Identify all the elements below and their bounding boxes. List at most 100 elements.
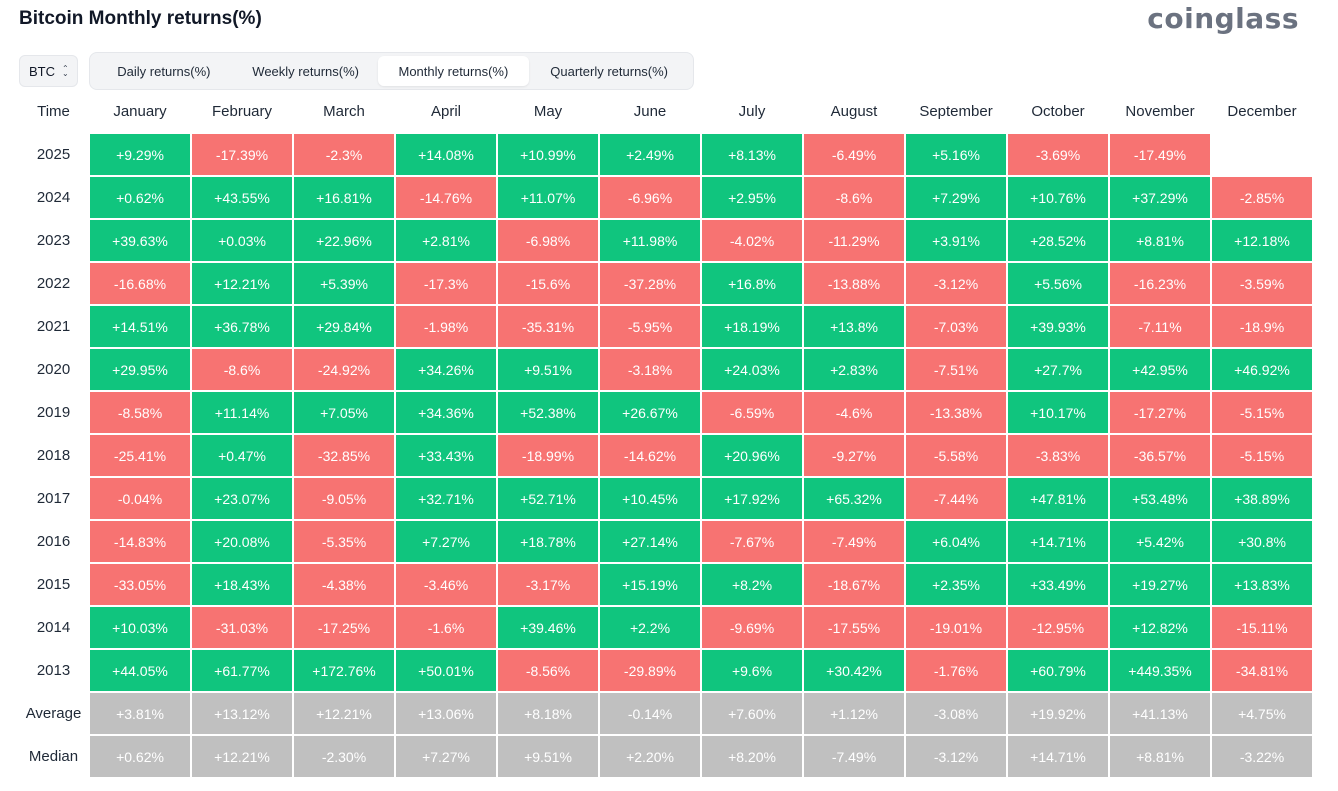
return-cell: +22.96% <box>294 220 394 261</box>
return-cell: +28.52% <box>1008 220 1108 261</box>
return-cell: -7.11% <box>1110 306 1210 347</box>
return-cell: -4.38% <box>294 564 394 605</box>
return-cell: +19.27% <box>1110 564 1210 605</box>
tab-weekly-returns[interactable]: Weekly returns(%) <box>252 63 359 79</box>
return-cell: -18.9% <box>1212 306 1312 347</box>
return-cell: -15.11% <box>1212 607 1312 648</box>
row-label-2020: 2020 <box>36 361 71 378</box>
return-cell: +0.47% <box>192 435 292 476</box>
return-cell: -14.76% <box>396 177 496 218</box>
summary-cell: +3.81% <box>90 693 190 734</box>
return-cell: +2.83% <box>804 349 904 390</box>
return-cell: +33.43% <box>396 435 496 476</box>
return-cell: -6.98% <box>498 220 598 261</box>
brand-logo: coinglass <box>1147 2 1299 35</box>
return-cell: +172.76% <box>294 650 394 691</box>
return-cell: +20.08% <box>192 521 292 562</box>
return-cell: -17.39% <box>192 134 292 175</box>
return-cell: +34.36% <box>396 392 496 433</box>
return-cell: -11.29% <box>804 220 904 261</box>
return-cell: +27.14% <box>600 521 700 562</box>
summary-cell: -3.22% <box>1212 736 1312 777</box>
month-header-june: June <box>633 103 667 120</box>
return-cell: -1.76% <box>906 650 1006 691</box>
return-cell: -17.25% <box>294 607 394 648</box>
return-cell: -17.55% <box>804 607 904 648</box>
row-label-median: Median <box>28 748 79 765</box>
return-cell: -34.81% <box>1212 650 1312 691</box>
time-header: Time <box>37 103 70 120</box>
return-cell: -5.95% <box>600 306 700 347</box>
return-cell: +18.19% <box>702 306 802 347</box>
asset-select[interactable]: BTC ⌃ ⌄ <box>19 55 78 87</box>
summary-cell: +4.75% <box>1212 693 1312 734</box>
return-cell: -6.49% <box>804 134 904 175</box>
return-cell: -9.27% <box>804 435 904 476</box>
row-label-2024: 2024 <box>36 189 71 206</box>
return-cell: -5.15% <box>1212 435 1312 476</box>
return-cell: -33.05% <box>90 564 190 605</box>
return-cell: +52.71% <box>498 478 598 519</box>
summary-cell: +13.06% <box>396 693 496 734</box>
return-cell: -12.95% <box>1008 607 1108 648</box>
month-header-october: October <box>1031 103 1085 120</box>
summary-cell: -7.49% <box>804 736 904 777</box>
return-cell: -8.58% <box>90 392 190 433</box>
return-cell: +47.81% <box>1008 478 1108 519</box>
summary-cell: +13.12% <box>192 693 292 734</box>
return-cell: -18.67% <box>804 564 904 605</box>
return-cell: -17.3% <box>396 263 496 304</box>
return-cell: -36.57% <box>1110 435 1210 476</box>
summary-cell: -3.08% <box>906 693 1006 734</box>
tab-monthly-returns[interactable]: Monthly returns(%) <box>377 56 530 86</box>
row-label-2021: 2021 <box>36 318 71 335</box>
summary-cell: +7.27% <box>396 736 496 777</box>
return-cell: +10.76% <box>1008 177 1108 218</box>
return-cell: -25.41% <box>90 435 190 476</box>
asset-select-value: BTC <box>29 63 55 79</box>
return-cell: +17.92% <box>702 478 802 519</box>
return-cell: +0.03% <box>192 220 292 261</box>
return-cell: +7.05% <box>294 392 394 433</box>
return-cell: +2.2% <box>600 607 700 648</box>
return-cell: -0.04% <box>90 478 190 519</box>
return-cell: +50.01% <box>396 650 496 691</box>
return-cell: -3.83% <box>1008 435 1108 476</box>
return-cell: +6.04% <box>906 521 1006 562</box>
return-cell: -8.56% <box>498 650 598 691</box>
return-cell: +5.42% <box>1110 521 1210 562</box>
return-cell: +9.29% <box>90 134 190 175</box>
row-label-average: Average <box>25 705 82 722</box>
return-cell: +11.07% <box>498 177 598 218</box>
return-cell: +43.55% <box>192 177 292 218</box>
return-cell: -2.3% <box>294 134 394 175</box>
summary-cell: +8.20% <box>702 736 802 777</box>
tab-daily-returns[interactable]: Daily returns(%) <box>117 63 211 79</box>
return-cell: +11.98% <box>600 220 700 261</box>
return-cell: +9.6% <box>702 650 802 691</box>
month-header-february: February <box>211 103 273 120</box>
return-cell: +2.49% <box>600 134 700 175</box>
return-cell: +34.26% <box>396 349 496 390</box>
return-cell: +29.95% <box>90 349 190 390</box>
return-cell: +61.77% <box>192 650 292 691</box>
return-cell: +12.18% <box>1212 220 1312 261</box>
return-cell: +10.99% <box>498 134 598 175</box>
row-label-2025: 2025 <box>36 146 71 163</box>
return-cell: +14.71% <box>1008 521 1108 562</box>
summary-cell: +8.18% <box>498 693 598 734</box>
return-cell: +10.03% <box>90 607 190 648</box>
return-cell: -29.89% <box>600 650 700 691</box>
tab-quarterly-returns[interactable]: Quarterly returns(%) <box>550 63 669 79</box>
return-cell: +16.81% <box>294 177 394 218</box>
return-cell: +449.35% <box>1110 650 1210 691</box>
updown-chevron-icon: ⌃ ⌄ <box>62 64 69 78</box>
return-cell: -24.92% <box>294 349 394 390</box>
return-cell: -9.05% <box>294 478 394 519</box>
row-label-2019: 2019 <box>36 404 71 421</box>
return-cell: +39.46% <box>498 607 598 648</box>
summary-cell: +7.60% <box>702 693 802 734</box>
return-cell: -1.98% <box>396 306 496 347</box>
return-cell: -5.35% <box>294 521 394 562</box>
row-label-2022: 2022 <box>36 275 71 292</box>
